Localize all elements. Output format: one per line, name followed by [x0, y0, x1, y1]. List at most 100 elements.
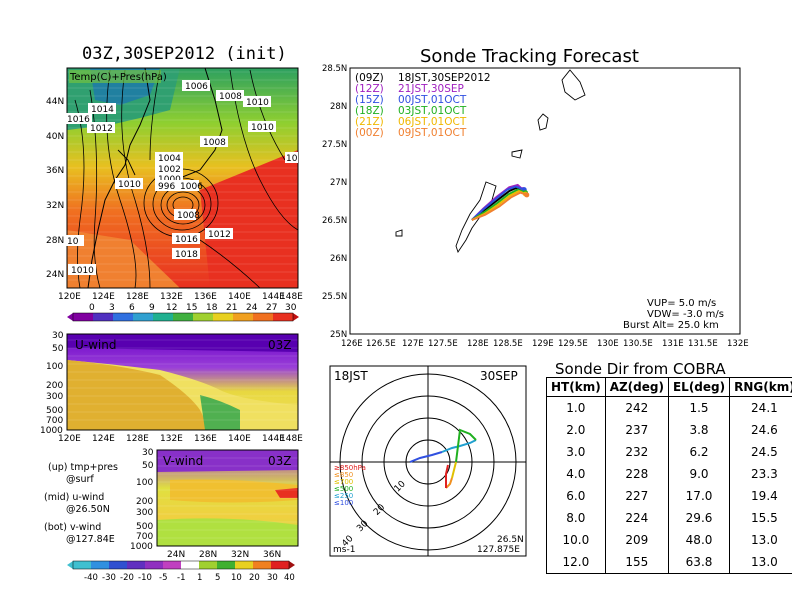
table-cell: 227: [604, 485, 669, 507]
table-cell: 10.0: [562, 533, 590, 547]
table-cell: 3.0: [566, 445, 586, 459]
hodograph-segment: [441, 439, 477, 453]
legend-time: 21JST,30SEP: [398, 83, 464, 95]
svg-text:15: 15: [186, 303, 197, 313]
hodograph-segment: [445, 477, 453, 489]
v-wind-panel: [156, 449, 299, 547]
svg-text:(mid) u-wind: (mid) u-wind: [44, 492, 104, 503]
svg-text:130.5E: 130.5E: [623, 339, 653, 349]
legend-code: (09Z): [355, 72, 384, 84]
sonde-table-box: HT(km) AZ(deg) EL(deg) RNG(km) 1.0 242 1.5…: [546, 377, 792, 574]
isobar-label: 1008: [219, 92, 242, 102]
v-wind-axes: 30 50 100 200 300 500 700 1000 24N 28N 3…: [130, 448, 281, 560]
map-y-tick: 28N: [46, 236, 64, 246]
svg-text:300: 300: [46, 392, 63, 402]
map-x-tick: 148E: [280, 292, 303, 302]
polar-units: ms-1: [333, 545, 355, 555]
svg-text:200: 200: [46, 381, 63, 391]
svg-text:21: 21: [226, 303, 237, 313]
map-corner-label: Temp(C)+Pres(hPa): [69, 72, 167, 83]
svg-text:500: 500: [46, 406, 63, 416]
table-cell: 19.4: [729, 485, 792, 507]
svg-text:127.5E: 127.5E: [428, 339, 458, 349]
svg-text:28N: 28N: [199, 550, 217, 560]
svg-text:28.5N: 28.5N: [322, 64, 347, 74]
table-cell: 48.0: [667, 529, 730, 551]
table-row: 6.0 227 17.0 19.4: [547, 485, 792, 507]
svg-text:700: 700: [46, 416, 63, 426]
polar-level-legend: ≥850hPa≤850≤700≤500≤250≤100: [334, 464, 366, 507]
table-cell: 6.0: [566, 489, 586, 503]
svg-text:32N: 32N: [231, 550, 249, 560]
table-cell: 9.0: [667, 463, 730, 485]
sonde-landing-point: [524, 192, 530, 198]
legend-time: 09JST,01OCT: [398, 127, 467, 139]
v-wind-label: V-wind: [163, 454, 203, 468]
svg-text:VUP= 5.0 m/s: VUP= 5.0 m/s: [647, 298, 716, 309]
hodograph-segment: [409, 451, 443, 463]
svg-text:0: 0: [89, 303, 95, 313]
svg-text:@127.84E: @127.84E: [66, 534, 115, 545]
tracking-title: Sonde Tracking Forecast: [420, 46, 639, 67]
table-cell: 6.2: [667, 441, 730, 463]
svg-text:27N: 27N: [330, 178, 347, 188]
table-row: 12.0 155 63.8 13.0: [547, 551, 792, 573]
polar-level-label: ≤700: [334, 478, 353, 486]
svg-text:-1: -1: [177, 573, 185, 583]
isobar-label: 1006: [180, 182, 203, 192]
svg-text:24: 24: [246, 303, 258, 313]
table-cell: 24.6: [729, 419, 792, 441]
map-x-tick: 140E: [228, 292, 251, 302]
table-cell: 2.0: [566, 423, 586, 437]
tracking-params: VUP= 5.0 m/s VDW= -3.0 m/s Burst Alt= 25…: [623, 298, 724, 331]
svg-text:500: 500: [136, 522, 153, 532]
map-title: 03Z,30SEP2012 (init): [82, 44, 287, 64]
table-row: 10.0 209 48.0 13.0: [547, 529, 792, 551]
svg-text:1000: 1000: [130, 542, 153, 552]
legend-time: 03JST,01OCT: [398, 105, 467, 117]
svg-text:-5: -5: [159, 573, 167, 583]
svg-text:100: 100: [136, 478, 153, 488]
map-y-tick: 32N: [46, 201, 64, 211]
map-x-tick: 144E: [262, 292, 285, 302]
svg-text:-40: -40: [84, 573, 98, 583]
svg-text:18: 18: [206, 303, 218, 313]
svg-text:(bot) v-wind: (bot) v-wind: [44, 522, 101, 533]
polar-level-label: ≤500: [334, 485, 353, 493]
map-y-tick: 40N: [46, 132, 64, 142]
temp-colorbar-ticks: 0 3 6 9 12 15 18 21 24 27 30: [89, 303, 297, 313]
sonde-track-line: [471, 191, 528, 221]
isobar-label: 1014: [91, 105, 114, 115]
svg-text:30: 30: [142, 448, 154, 458]
svg-text:127E: 127E: [402, 339, 424, 349]
legend-time: 06JST,01OCT: [398, 116, 467, 128]
svg-text:10: 10: [231, 573, 242, 583]
polar-level-label: ≤850: [334, 471, 353, 479]
polar-rings: [330, 366, 526, 556]
isobar-label: 1016: [175, 235, 198, 245]
map-x-tick: 124E: [92, 292, 115, 302]
svg-text:26N: 26N: [330, 254, 347, 264]
temp-colorbar: [67, 312, 299, 322]
table-cell: 1.0: [566, 401, 586, 415]
map-axes: 44N 40N 36N 32N 28N 24N 120E 124E 128E 1…: [46, 97, 303, 302]
tracking-x-ticks: 126E 126.5E 127E 127.5E 128E 128.5E 129E…: [341, 339, 749, 349]
isobar-label: 1006: [185, 82, 208, 92]
svg-text:144E: 144E: [262, 434, 285, 444]
v-wind-time: 03Z: [268, 454, 292, 468]
polar-date: 30SEP: [480, 369, 518, 383]
table-row: 3.0 232 6.2 24.5: [547, 441, 792, 463]
svg-text:132E: 132E: [160, 434, 183, 444]
u-wind-time: 03Z: [268, 338, 292, 352]
svg-text:36N: 36N: [263, 550, 281, 560]
table-cell: 237: [604, 419, 669, 441]
isobar-label: 996: [158, 182, 175, 192]
svg-text:132E: 132E: [727, 339, 749, 349]
svg-text:9: 9: [149, 303, 155, 313]
isobar-labels: 1006 1008 1010 1014 1016 1012 1010 1008 …: [64, 80, 298, 276]
isobar-label: 1010: [71, 266, 94, 276]
isobar-label: 1016: [67, 115, 90, 125]
sonde-track-line: [471, 185, 525, 221]
table-cell: 29.6: [667, 507, 730, 529]
table-cell: 8.0: [566, 511, 586, 525]
